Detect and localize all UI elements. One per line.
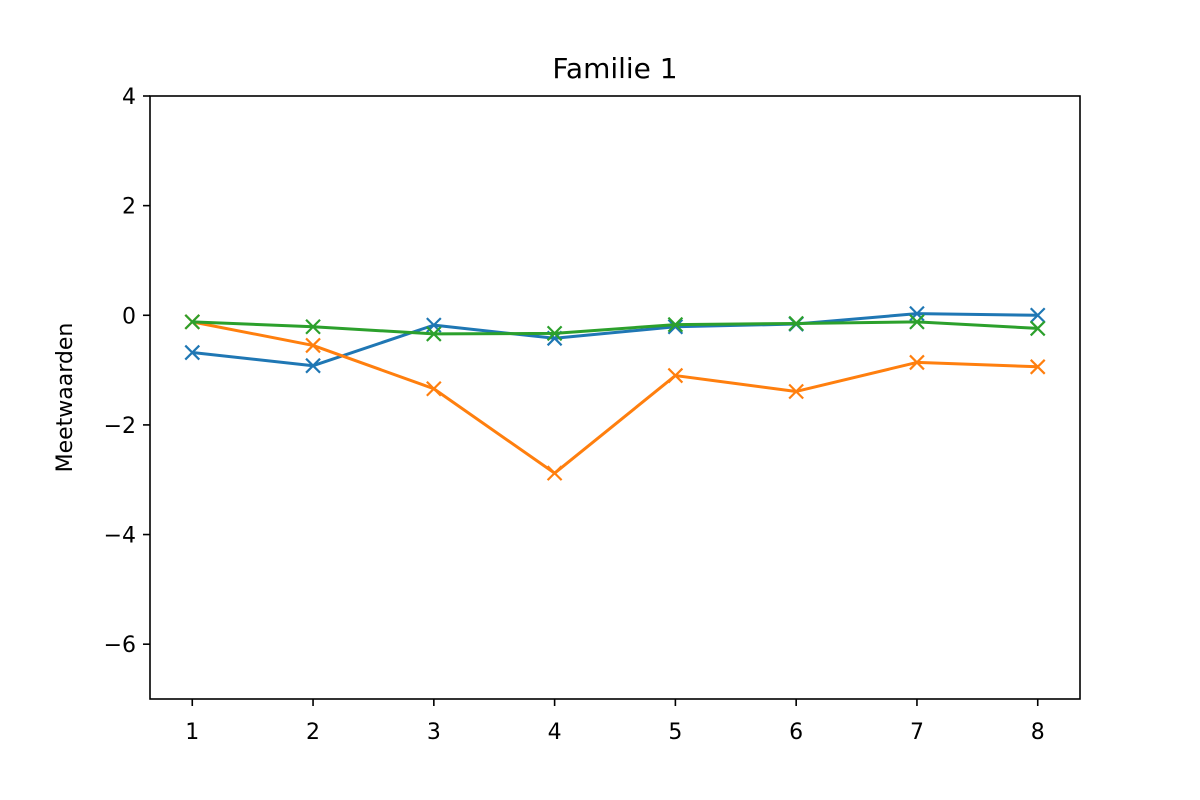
data-point-marker (184, 344, 201, 361)
y-tick-label: 2 (122, 195, 136, 220)
y-tick-label: 4 (122, 85, 136, 110)
data-point-marker (184, 314, 201, 330)
chart-title: Familie 1 (552, 52, 677, 85)
data-point-marker (546, 325, 563, 342)
x-tick-label: 8 (1031, 720, 1045, 745)
data-point-marker (426, 380, 442, 397)
data-point-marker (546, 465, 563, 481)
y-tick-label: −6 (104, 633, 136, 658)
series-line (192, 312, 1038, 368)
x-tick-label: 6 (789, 720, 803, 745)
data-point-marker (305, 357, 321, 374)
x-tick-label: 1 (185, 720, 199, 745)
data-point-marker (909, 314, 925, 330)
x-tick-label: 2 (306, 720, 320, 745)
data-point-marker (909, 354, 925, 371)
y-tick-label: −4 (104, 524, 136, 549)
data-point-marker (788, 315, 804, 332)
data-point-marker (305, 337, 321, 354)
x-tick-label: 3 (427, 720, 441, 745)
series-line (191, 320, 1038, 475)
data-point-marker (1029, 320, 1046, 337)
y-axis-label: Meetwaarden (53, 323, 78, 473)
data-point-marker (305, 319, 321, 335)
series-line (192, 320, 1038, 336)
x-tick-label: 7 (910, 720, 924, 745)
x-tick-label: 4 (548, 720, 562, 745)
series-2 (184, 314, 1046, 481)
ticks-layer: 1 2 3 4 5 6 7 8 −6 −4 −2 0 2 4 (104, 85, 1045, 745)
y-tick-label: 0 (122, 304, 136, 329)
data-point-marker (788, 383, 804, 400)
data-point-marker (667, 316, 684, 333)
data-point-marker (1029, 307, 1046, 324)
plot-frame (149, 95, 1081, 700)
y-tick-label: −2 (104, 414, 136, 439)
data-point-marker (667, 319, 684, 335)
data-point-marker (1029, 359, 1046, 375)
x-tick-label: 5 (668, 720, 682, 745)
series-3 (184, 314, 1046, 342)
series-layer (184, 305, 1046, 481)
data-point-marker (426, 326, 442, 342)
data-point-marker (667, 367, 684, 384)
